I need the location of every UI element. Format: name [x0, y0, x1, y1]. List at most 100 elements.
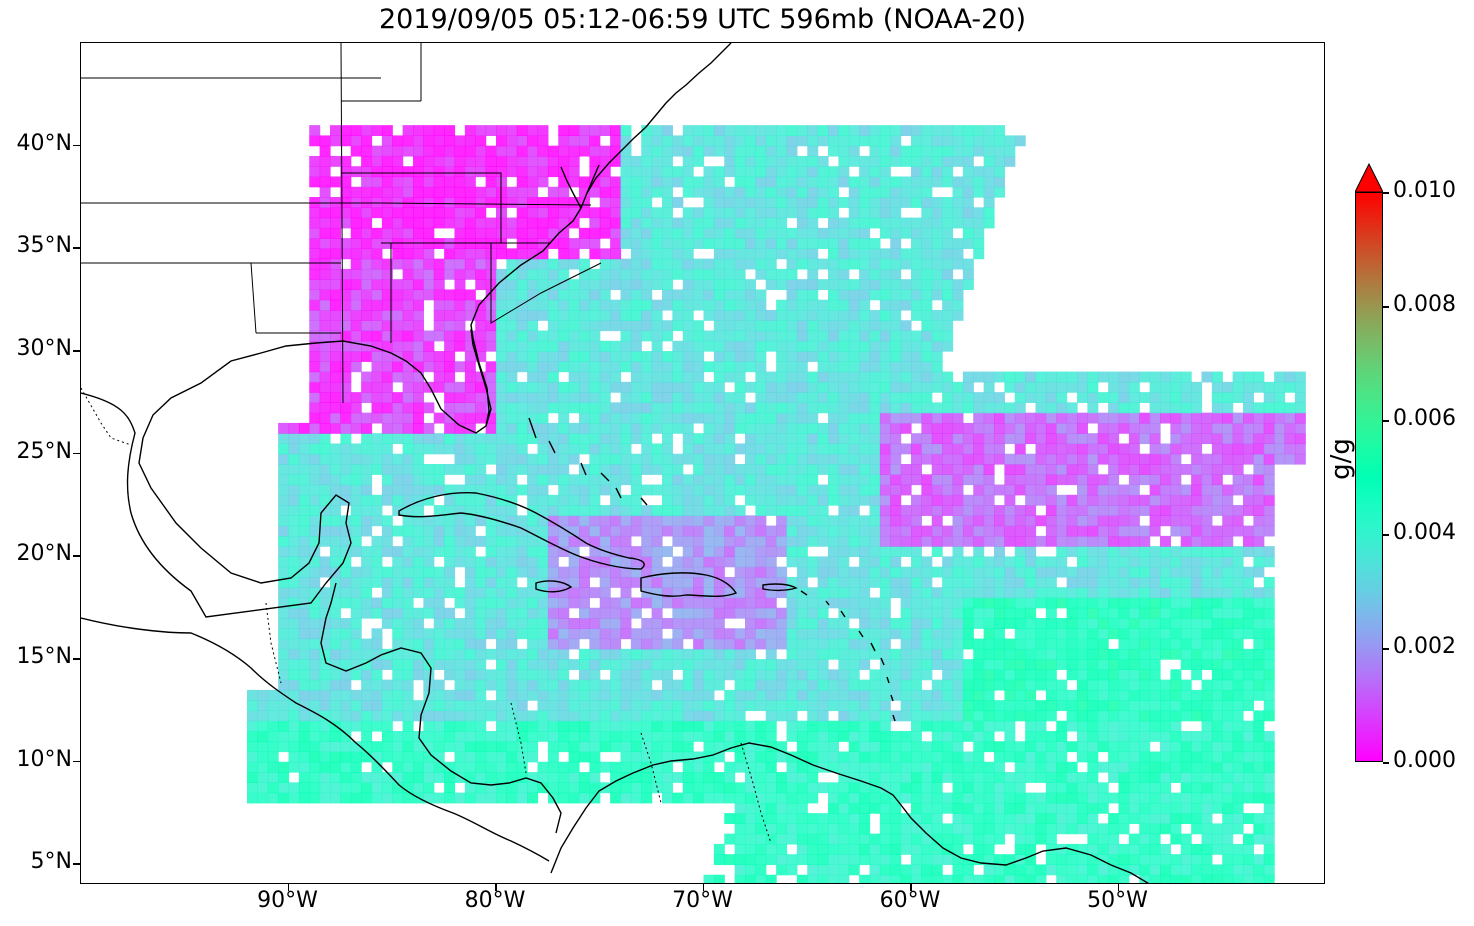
swath-cell	[350, 546, 362, 558]
swath-cell	[599, 525, 611, 537]
swath-cell	[890, 556, 902, 568]
swath-cell	[361, 659, 373, 670]
swath-cell	[1180, 679, 1192, 691]
swath-cell	[1128, 864, 1140, 876]
swath-cell	[1180, 515, 1192, 527]
swath-cell	[454, 659, 466, 670]
swath-cell	[579, 607, 590, 619]
swath-cell	[693, 299, 705, 311]
swath-cell	[371, 412, 383, 424]
swath-cell	[413, 618, 424, 629]
swath-cell	[672, 710, 684, 722]
swath-cell	[1243, 494, 1254, 506]
swath-cell	[402, 607, 414, 619]
swath-cell	[713, 443, 725, 455]
swath-cell	[309, 669, 321, 681]
swath-cell	[547, 772, 559, 783]
swath-cell	[641, 443, 653, 455]
swath-cell	[890, 659, 902, 670]
swath-cell	[527, 248, 539, 260]
swath-cell	[796, 361, 808, 373]
swath-cell	[340, 710, 352, 722]
swath-cell	[734, 351, 746, 362]
swath-cell	[1087, 597, 1099, 609]
swath-cell	[547, 515, 559, 527]
swath-cell	[1045, 751, 1057, 763]
swath-cell	[599, 474, 611, 486]
swath-cell	[796, 289, 808, 301]
swath-cell	[516, 320, 528, 332]
swath-cell	[734, 279, 746, 291]
swath-cell	[859, 535, 871, 547]
swath-cell	[278, 638, 290, 650]
swath-cell	[1222, 515, 1234, 527]
swath-cell	[1056, 433, 1068, 445]
swath-cell	[962, 669, 974, 681]
swath-cell	[413, 566, 424, 578]
swath-cell	[786, 628, 798, 640]
swath-cell	[1035, 433, 1047, 445]
swath-cell	[599, 576, 611, 588]
swath-cell	[807, 782, 819, 794]
swath-cell	[1232, 802, 1244, 814]
swath-cell	[475, 576, 487, 588]
swath-cell	[651, 556, 663, 568]
swath-cell	[309, 556, 321, 568]
swath-cell	[454, 700, 466, 712]
swath-cell	[547, 330, 559, 342]
swath-cell	[1170, 412, 1182, 424]
swath-cell	[1014, 823, 1026, 835]
swath-cell	[693, 289, 705, 301]
swath-cell	[1087, 381, 1099, 393]
swath-cell	[662, 741, 673, 753]
swath-cell	[921, 854, 933, 866]
swath-cell	[288, 556, 300, 568]
swath-cell	[1139, 659, 1151, 670]
swath-cell	[444, 782, 456, 794]
swath-cell	[662, 217, 673, 229]
swath-cell	[952, 669, 964, 681]
swath-cell	[454, 422, 466, 434]
swath-cell	[796, 843, 808, 855]
swath-cell	[973, 433, 985, 445]
swath-cell	[1180, 710, 1192, 722]
swath-cell	[464, 576, 476, 588]
swath-cell	[713, 843, 725, 855]
swath-cell	[527, 628, 539, 640]
swath-cell	[1180, 864, 1192, 876]
swath-cell	[247, 792, 258, 804]
swath-cell	[900, 823, 912, 835]
swath-cell	[330, 258, 341, 270]
swath-cell	[630, 607, 642, 619]
map-panel[interactable]	[80, 42, 1325, 884]
swath-cell	[848, 546, 860, 558]
swath-cell	[340, 268, 352, 280]
swath-cell	[838, 392, 850, 403]
swath-cell	[994, 402, 1005, 414]
swath-cell	[1191, 854, 1203, 866]
swath-cell	[413, 402, 424, 414]
swath-cell	[848, 361, 860, 373]
swath-cell	[485, 648, 497, 660]
swath-cell	[994, 833, 1005, 845]
swath-cell	[381, 268, 393, 280]
swath-cell	[641, 597, 653, 609]
swath-cell	[817, 227, 829, 239]
swath-cell	[713, 772, 725, 783]
swath-cell	[1077, 638, 1088, 650]
swath-cell	[1160, 802, 1171, 814]
swath-cell	[1284, 412, 1296, 424]
swath-cell	[1025, 659, 1037, 670]
swath-cell	[641, 628, 653, 640]
swath-cell	[506, 792, 518, 804]
swath-cell	[942, 320, 954, 332]
swath-cell	[558, 351, 570, 362]
swath-cell	[828, 823, 839, 835]
swath-cell	[911, 813, 922, 824]
swath-cell	[672, 309, 684, 321]
swath-cell	[828, 782, 839, 794]
swath-cell	[1160, 761, 1171, 773]
swath-cell	[402, 299, 414, 311]
swath-cell	[765, 576, 777, 588]
swath-cell	[1087, 659, 1099, 670]
